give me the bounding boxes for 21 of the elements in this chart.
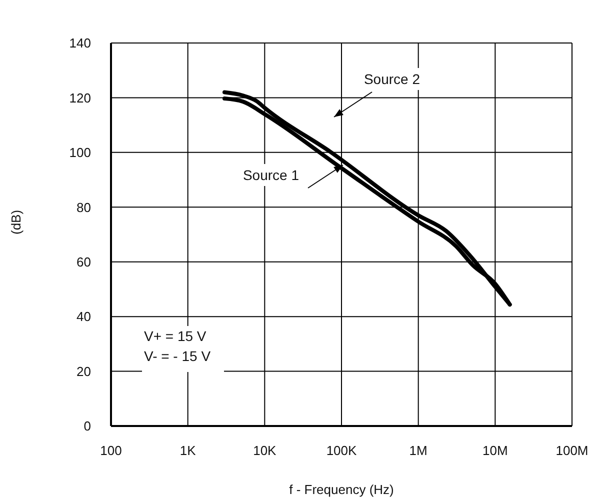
x-tick-label: 10M [482, 443, 508, 458]
y-axis-title: (dB) [8, 210, 24, 234]
x-tick-label: 100 [100, 443, 122, 458]
x-tick-label: 1K [180, 443, 196, 458]
y-tick-label: 0 [84, 418, 91, 434]
y-tick-label: 120 [69, 90, 91, 106]
y-tick-label: 140 [69, 36, 91, 51]
annotation: V- = - 15 V [144, 348, 212, 364]
y-tick-label: 100 [69, 145, 91, 160]
legend-label: Source 1 [242, 167, 300, 183]
y-tick-label: 20 [76, 364, 91, 379]
x-tick-label: 1M [409, 443, 428, 458]
y-tick-label: 80 [76, 200, 91, 215]
y-tick-label: 40 [76, 309, 91, 324]
annotation: V+ = 15 V [144, 328, 207, 344]
x-axis-title: f - Frequency (Hz) [289, 482, 394, 497]
x-tick-label: 100M [556, 443, 588, 458]
x-tick-label: 10K [253, 443, 277, 458]
y-tick-label: 60 [76, 254, 91, 270]
text: Source 2 [364, 71, 420, 87]
x-tick-label: 100K [326, 443, 357, 458]
